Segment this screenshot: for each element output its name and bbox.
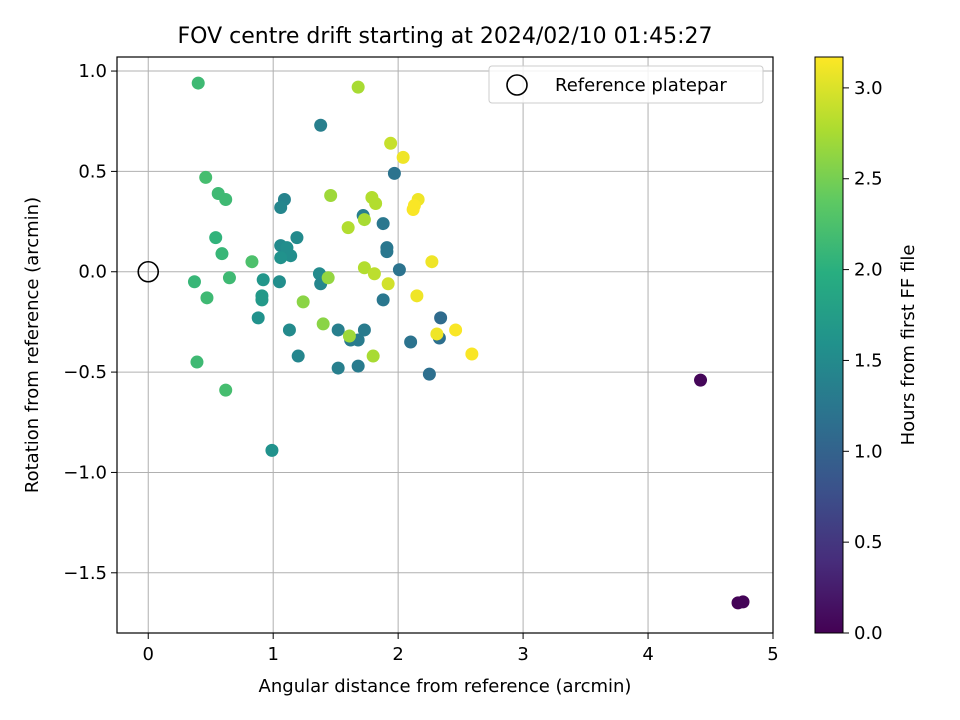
scatter-point xyxy=(324,188,338,202)
scatter-point xyxy=(316,317,330,331)
x-axis-ticks: 0 1 2 3 4 5 xyxy=(143,633,779,665)
x-axis-label: Angular distance from reference (arcmin) xyxy=(259,676,632,697)
y-tick-label: −1.0 xyxy=(63,462,107,483)
scatter-point xyxy=(290,231,304,245)
colorbar-tick-label: 1.0 xyxy=(854,441,883,462)
scatter-point xyxy=(222,271,236,285)
scatter-point xyxy=(199,170,213,184)
scatter-point xyxy=(376,293,390,307)
scatter-point xyxy=(296,295,310,309)
scatter-point xyxy=(209,231,223,245)
y-tick-label: −1.5 xyxy=(63,563,107,584)
scatter-point xyxy=(449,323,463,337)
y-tick-label: 1.0 xyxy=(78,61,107,82)
scatter-point xyxy=(187,275,201,289)
colorbar: 0.0 0.5 1.0 1.5 2.0 2.5 3.0 Hours from first F… xyxy=(814,56,919,644)
scatter-point xyxy=(357,261,371,275)
scatter-point xyxy=(321,271,335,285)
scatter-point xyxy=(357,213,371,227)
scatter-point xyxy=(291,349,305,363)
colorbar-tick-label: 0.5 xyxy=(854,532,883,553)
scatter-points xyxy=(187,76,750,610)
legend-marker xyxy=(506,74,528,96)
scatter-point xyxy=(465,347,479,361)
x-tick-label: 1 xyxy=(267,644,278,665)
scatter-point xyxy=(274,201,288,215)
scatter-point xyxy=(256,273,270,287)
colorbar-gradient xyxy=(814,56,844,634)
legend-box xyxy=(488,65,764,104)
scatter-point xyxy=(376,217,390,231)
y-tick-label: 0.5 xyxy=(78,161,107,182)
scatter-point xyxy=(272,275,286,289)
x-tick-label: 5 xyxy=(767,644,778,665)
scatter-point xyxy=(392,263,406,277)
colorbar-tick-label: 0.0 xyxy=(854,623,883,644)
scatter-point xyxy=(331,323,345,337)
x-tick-label: 3 xyxy=(517,644,528,665)
scatter-point xyxy=(694,373,708,387)
scatter-point xyxy=(404,335,418,349)
scatter-point xyxy=(341,221,355,235)
scatter-point xyxy=(369,197,383,211)
scatter-point xyxy=(215,247,229,261)
scatter-point xyxy=(351,359,365,373)
scatter-point xyxy=(736,595,750,609)
y-tick-label: 0.0 xyxy=(78,262,107,283)
scatter-point xyxy=(282,323,296,337)
scatter-point xyxy=(251,311,265,325)
colorbar-ticks: 0.0 0.5 1.0 1.5 2.0 2.5 3.0 xyxy=(843,78,883,644)
scatter-point xyxy=(434,311,448,325)
scatter-point xyxy=(219,383,233,397)
scatter-point xyxy=(331,361,345,375)
scatter-point xyxy=(245,255,259,269)
scatter-point xyxy=(380,245,394,259)
scatter-point xyxy=(384,136,398,150)
scatter-point xyxy=(342,329,356,343)
scatter-point xyxy=(191,76,205,90)
scatter-point xyxy=(255,293,269,307)
scatter-point xyxy=(351,80,365,94)
reference-point xyxy=(137,260,160,283)
x-tick-label: 4 xyxy=(642,644,653,665)
scatter-point xyxy=(265,443,279,457)
y-axis-ticks: −1.5 −1.0 −0.5 0.0 0.5 1.0 xyxy=(63,61,117,584)
scatter-point xyxy=(430,327,444,341)
scatter-point xyxy=(367,267,381,281)
scatter-point xyxy=(396,150,410,164)
scatter-point xyxy=(406,203,420,217)
plot-frame xyxy=(116,56,774,634)
chart-title: FOV centre drift starting at 2024/02/10 … xyxy=(178,24,713,49)
legend: Reference platepar xyxy=(488,65,764,104)
scatter-point xyxy=(274,251,288,265)
colorbar-tick-label: 3.0 xyxy=(854,78,883,99)
scatter-point xyxy=(425,255,439,269)
scatter-point xyxy=(381,277,395,291)
scatter-point xyxy=(422,367,436,381)
scatter-point xyxy=(314,118,328,132)
scatter-point xyxy=(410,289,424,303)
grid-lines xyxy=(117,57,774,633)
y-axis-label: Rotation from reference (arcmin) xyxy=(22,197,43,493)
scatter-point xyxy=(200,291,214,305)
scatter-point xyxy=(219,192,233,206)
scatter-point xyxy=(357,323,371,337)
scatter-point xyxy=(190,355,204,369)
colorbar-tick-label: 1.5 xyxy=(854,350,883,371)
colorbar-label: Hours from first FF file xyxy=(898,245,919,446)
x-tick-label: 2 xyxy=(392,644,403,665)
y-tick-label: −0.5 xyxy=(63,362,107,383)
scatter-point xyxy=(387,166,401,180)
colorbar-tick-label: 2.5 xyxy=(854,169,883,190)
legend-label: Reference platepar xyxy=(555,75,727,96)
x-tick-label: 0 xyxy=(143,644,154,665)
colorbar-tick-label: 2.0 xyxy=(854,260,883,281)
scatter-point xyxy=(366,349,380,363)
scatter-point xyxy=(284,249,298,263)
